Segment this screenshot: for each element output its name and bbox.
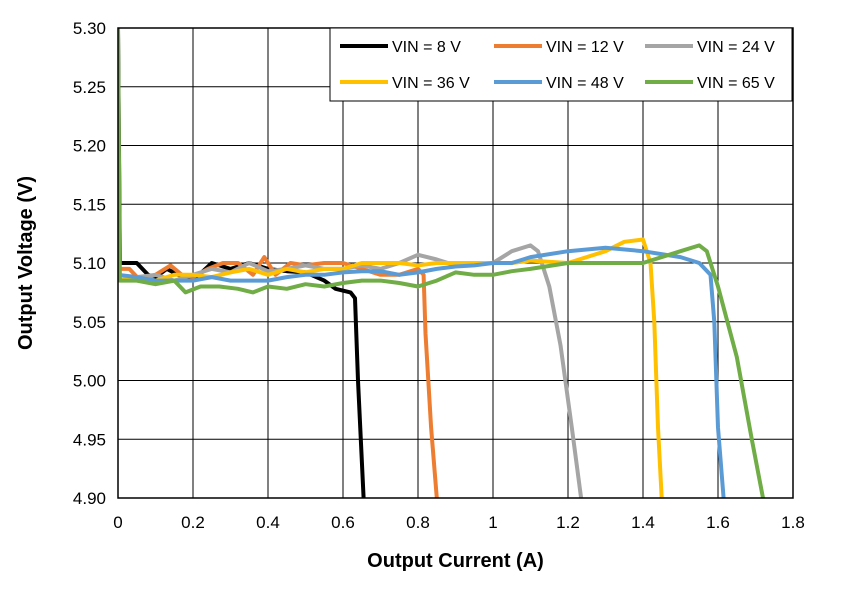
x-axis-title: Output Current (A) bbox=[367, 550, 544, 572]
y-tick-label: 4.90 bbox=[73, 489, 106, 508]
legend-label: VIN = 36 V bbox=[392, 75, 470, 92]
legend-label: VIN = 48 V bbox=[546, 75, 624, 92]
legend: VIN = 8 V VIN = 12 V VIN = 24 V VIN = 36 V V… bbox=[329, 27, 793, 102]
x-tick-label: 0.2 bbox=[181, 513, 205, 532]
y-tick-label: 4.95 bbox=[73, 430, 106, 449]
y-axis-ticks: 4.90 4.95 5.00 5.05 5.10 5.15 5.20 5.25 5.30 bbox=[73, 19, 106, 508]
y-axis-title: Output Voltage (V) bbox=[15, 176, 37, 350]
y-tick-label: 5.25 bbox=[73, 78, 106, 97]
x-tick-label: 1 bbox=[488, 513, 497, 532]
legend-label: VIN = 12 V bbox=[546, 39, 624, 56]
series-line-2 bbox=[118, 243, 584, 498]
y-tick-label: 5.05 bbox=[73, 313, 106, 332]
x-tick-label: 1.8 bbox=[781, 513, 805, 532]
plot-area bbox=[118, 28, 765, 498]
y-tick-label: 5.15 bbox=[73, 195, 106, 214]
y-tick-label: 5.10 bbox=[73, 254, 106, 273]
series-line-1 bbox=[118, 255, 439, 498]
x-tick-label: 1.4 bbox=[631, 513, 655, 532]
x-tick-label: 0.4 bbox=[256, 513, 280, 532]
series-line-5 bbox=[118, 28, 765, 498]
x-axis-ticks: 0 0.2 0.4 0.6 0.8 1 1.2 1.4 1.6 1.8 bbox=[113, 513, 805, 532]
legend-label: VIN = 65 V bbox=[697, 75, 775, 92]
series-line-4 bbox=[118, 245, 726, 498]
x-tick-label: 0.8 bbox=[406, 513, 430, 532]
y-tick-label: 5.20 bbox=[73, 137, 106, 156]
legend-box bbox=[329, 27, 793, 102]
y-tick-label: 5.30 bbox=[73, 19, 106, 38]
x-tick-label: 0 bbox=[113, 513, 122, 532]
x-tick-label: 1.2 bbox=[556, 513, 580, 532]
legend-label: VIN = 24 V bbox=[697, 39, 775, 56]
x-tick-label: 1.6 bbox=[706, 513, 730, 532]
legend-label: VIN = 8 V bbox=[392, 39, 461, 56]
x-tick-label: 0.6 bbox=[331, 513, 355, 532]
y-tick-label: 5.00 bbox=[73, 372, 106, 391]
